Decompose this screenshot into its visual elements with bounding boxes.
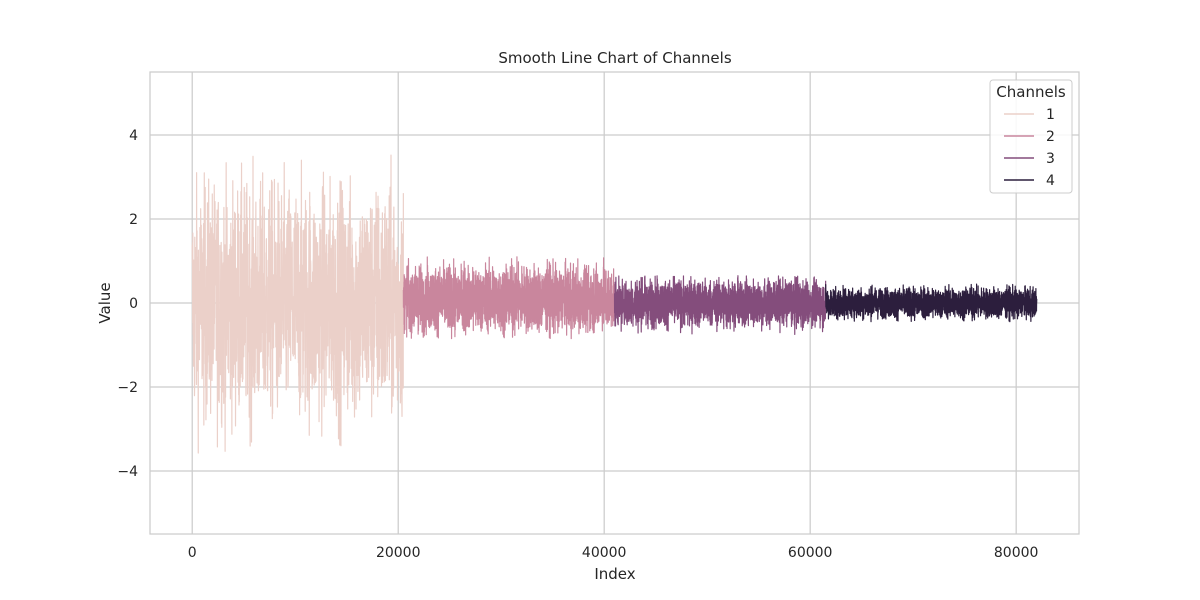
- legend-label-4: 4: [1046, 173, 1055, 189]
- legend-label-1: 1: [1046, 107, 1055, 123]
- plot-frame: [149, 71, 1080, 535]
- y-tick-label: 0: [129, 296, 138, 312]
- y-tick-labels: −4 −2 0 2 4: [117, 128, 138, 480]
- series-group: [191, 154, 1038, 454]
- y-tick-label: 2: [129, 212, 138, 228]
- x-tick-label: 0: [188, 545, 197, 561]
- chart-title: Smooth Line Chart of Channels: [498, 49, 731, 67]
- legend-label-3: 3: [1046, 151, 1055, 167]
- y-tick-label: 4: [129, 128, 138, 144]
- x-tick-label: 80000: [994, 545, 1039, 561]
- x-axis-label: Index: [594, 565, 635, 583]
- series-line-4: [825, 283, 1038, 323]
- legend: Channels 1 2 3 4: [989, 79, 1073, 194]
- y-tick-label: −4: [117, 464, 138, 480]
- series-line-3: [613, 275, 827, 336]
- series-line-2: [402, 256, 616, 340]
- x-tick-label: 20000: [376, 545, 421, 561]
- x-tick-label: 40000: [582, 545, 627, 561]
- series-line-1: [191, 154, 404, 454]
- x-tick-labels: 0 20000 40000 60000 80000: [188, 545, 1039, 561]
- y-axis-label: Value: [96, 282, 114, 323]
- legend-title: Channels: [996, 83, 1066, 101]
- x-tick-label: 60000: [788, 545, 833, 561]
- y-tick-label: −2: [117, 380, 138, 396]
- legend-label-2: 2: [1046, 129, 1055, 145]
